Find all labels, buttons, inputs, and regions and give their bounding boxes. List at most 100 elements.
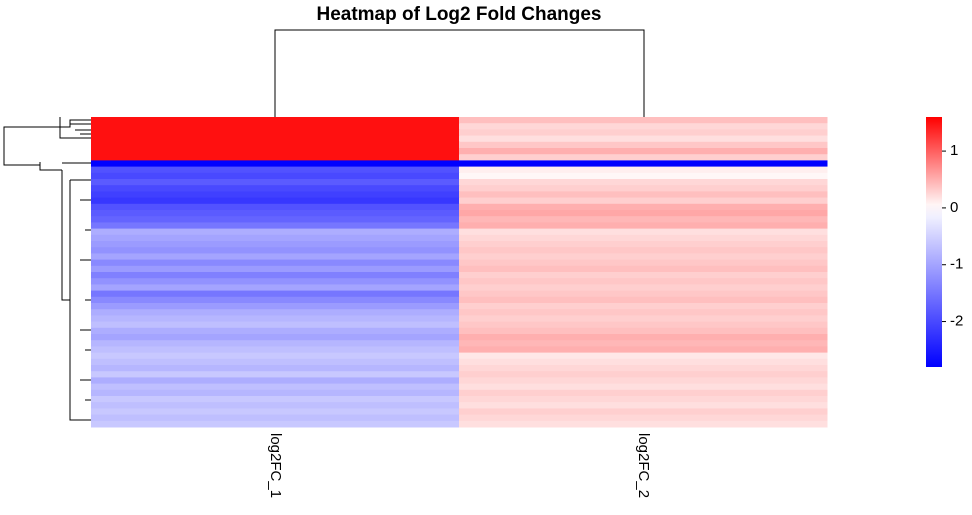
- heatmap-cell: [459, 222, 828, 230]
- heatmap-cell: [459, 402, 828, 409]
- heatmap-cell: [459, 371, 828, 378]
- colorbar-tick-label: 1: [950, 142, 958, 159]
- heatmap-cell: [459, 290, 828, 298]
- heatmap-cell: [459, 340, 828, 347]
- heatmap-cell: [459, 352, 828, 360]
- heatmap-cell: [459, 160, 828, 168]
- heatmap-cell: [91, 234, 460, 242]
- chart-title: Heatmap of Log2 Fold Changes: [316, 4, 601, 25]
- heatmap-cell: [91, 216, 460, 223]
- heatmap-cell: [459, 123, 828, 130]
- colorbar-tick-label: -2: [950, 313, 963, 330]
- dendrogram-branch: [59, 117, 91, 139]
- heatmap-cell: [91, 383, 460, 391]
- heatmap-cell: [91, 191, 460, 199]
- heatmap-cell: [459, 284, 828, 292]
- dendrogram-branch: [3, 126, 60, 166]
- heatmap-cell: [91, 272, 460, 279]
- column-label: log2FC_2: [635, 433, 652, 498]
- heatmap-cell: [91, 278, 460, 285]
- heatmap-cell: [91, 402, 460, 409]
- heatmap-cell: [91, 358, 460, 366]
- heatmap-cell: [91, 327, 460, 335]
- heatmap-cell: [91, 303, 460, 310]
- heatmap-cell: [459, 420, 828, 428]
- heatmap-cell: [459, 148, 828, 155]
- heatmap-cell: [459, 358, 828, 366]
- heatmap-cell: [459, 396, 828, 403]
- heatmap-cell: [459, 309, 828, 316]
- heatmap-cell: [91, 296, 460, 304]
- heatmap-cell: [91, 414, 460, 422]
- heatmap-cell: [459, 327, 828, 335]
- heatmap-cell: [459, 346, 828, 354]
- heatmap-cell: [459, 185, 828, 192]
- heatmap-cell: [91, 420, 460, 428]
- heatmap-cell: [91, 241, 460, 248]
- heatmap-cell: [91, 129, 460, 137]
- heatmap-cell: [91, 228, 460, 236]
- heatmap-cell: [91, 265, 460, 273]
- heatmap-cell: [91, 259, 460, 267]
- heatmap-cell: [459, 265, 828, 273]
- heatmap-cell: [459, 191, 828, 199]
- heatmap-cell: [91, 185, 460, 192]
- heatmap-cell: [91, 172, 460, 180]
- heatmap-cell: [459, 247, 828, 254]
- heatmap-cell: [459, 210, 828, 217]
- heatmap-cell: [91, 334, 460, 341]
- heatmap-cell: [91, 346, 460, 354]
- heatmap-cell: [459, 179, 828, 186]
- heatmap-cell: [91, 210, 460, 217]
- heatmap-cell: [459, 197, 828, 205]
- heatmap-cell: [91, 309, 460, 316]
- heatmap-cell: [459, 414, 828, 422]
- heatmap-cell: [459, 408, 828, 416]
- heatmap-cell: [91, 123, 460, 130]
- colorbar-tick-label: -1: [950, 256, 963, 273]
- heatmap-cell: [91, 396, 460, 403]
- heatmap-cell: [91, 352, 460, 360]
- heatmap-cell: [459, 365, 828, 372]
- heatmap-cell: [91, 166, 460, 174]
- heatmap-cell: [459, 315, 828, 323]
- heatmap-cell: [91, 148, 460, 155]
- heatmap-cell: [91, 389, 460, 397]
- heatmap-cell: [459, 154, 828, 161]
- heatmap-cell: [91, 179, 460, 186]
- heatmap-cell: [91, 377, 460, 385]
- heatmap-cell: [459, 259, 828, 267]
- heatmap-cell: [459, 334, 828, 341]
- heatmap-cell: [459, 253, 828, 261]
- heatmap-cell: [91, 315, 460, 323]
- heatmap-cell: [459, 377, 828, 385]
- heatmap-cell: [91, 371, 460, 378]
- row-dendrogram: [3, 117, 91, 421]
- heatmap-cell: [459, 383, 828, 391]
- heatmap-cell: [91, 290, 460, 298]
- heatmap-cell: [91, 141, 460, 149]
- heatmap-cell: [91, 340, 460, 347]
- heatmap-cell: [91, 154, 460, 161]
- heatmap-cell: [459, 296, 828, 304]
- heatmap-cell: [91, 247, 460, 254]
- colorbar: [926, 117, 942, 367]
- colorbar-tick-label: 0: [950, 199, 958, 216]
- heatmap-cell: [459, 117, 828, 124]
- heatmap-cell: [91, 253, 460, 261]
- heatmap-cell: [459, 321, 828, 329]
- heatmap-cell: [459, 272, 828, 279]
- heatmap-cell: [91, 222, 460, 230]
- heatmap-cell: [91, 365, 460, 372]
- heatmap-cell: [459, 172, 828, 180]
- column-label: log2FC_1: [267, 433, 284, 498]
- heatmap-cell: [91, 117, 460, 124]
- heatmap-cell: [91, 284, 460, 292]
- heatmap-cell: [459, 166, 828, 174]
- heatmap-cell: [459, 389, 828, 397]
- heatmap-cell: [91, 321, 460, 329]
- heatmap-cell: [459, 228, 828, 236]
- heatmap-cell: [91, 135, 460, 143]
